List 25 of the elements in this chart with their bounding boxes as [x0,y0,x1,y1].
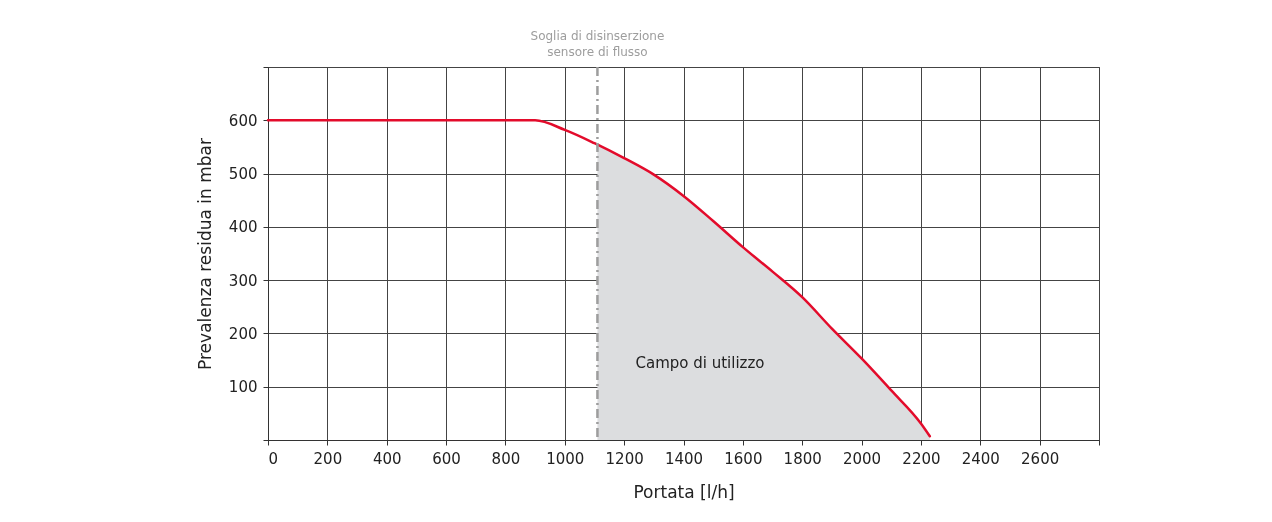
x-tick-label: 1400 [664,449,704,468]
ref-line-label: Soglia di disinserzione sensore di flusso [530,29,665,59]
y-tick-label: 400 [228,218,258,237]
x-tick-label: 2600 [1021,449,1060,468]
x-tick-label: 1200 [605,449,644,468]
x-tick-label: 1800 [783,449,822,468]
y-tick-label: 300 [228,271,258,290]
annotation: Campo di utilizzo [635,354,765,372]
x-tick-label: 1000 [546,449,585,468]
x-tick-label: 800 [491,449,521,468]
x-tick-label: 2000 [842,449,882,468]
line-series [266,119,932,438]
y-tick-label: 200 [228,324,258,343]
y-tick-label: 100 [228,378,258,397]
x-tick-label: 200 [313,449,343,468]
y-tick-label: 500 [228,165,258,184]
y-tick-label: 600 [228,111,258,130]
x-tick-label: 600 [432,449,461,468]
x-tick-label: 1600 [724,449,763,468]
x-tick-label: 0 [268,449,279,468]
x-tick-label: 400 [372,449,402,468]
x-axis-title: Portata [l/h] [633,481,735,502]
x-tick-label: 2200 [902,449,941,468]
x-tick-label: 2400 [961,449,1000,468]
y-axis-title: Prevalenza residua in mbar [194,138,215,370]
